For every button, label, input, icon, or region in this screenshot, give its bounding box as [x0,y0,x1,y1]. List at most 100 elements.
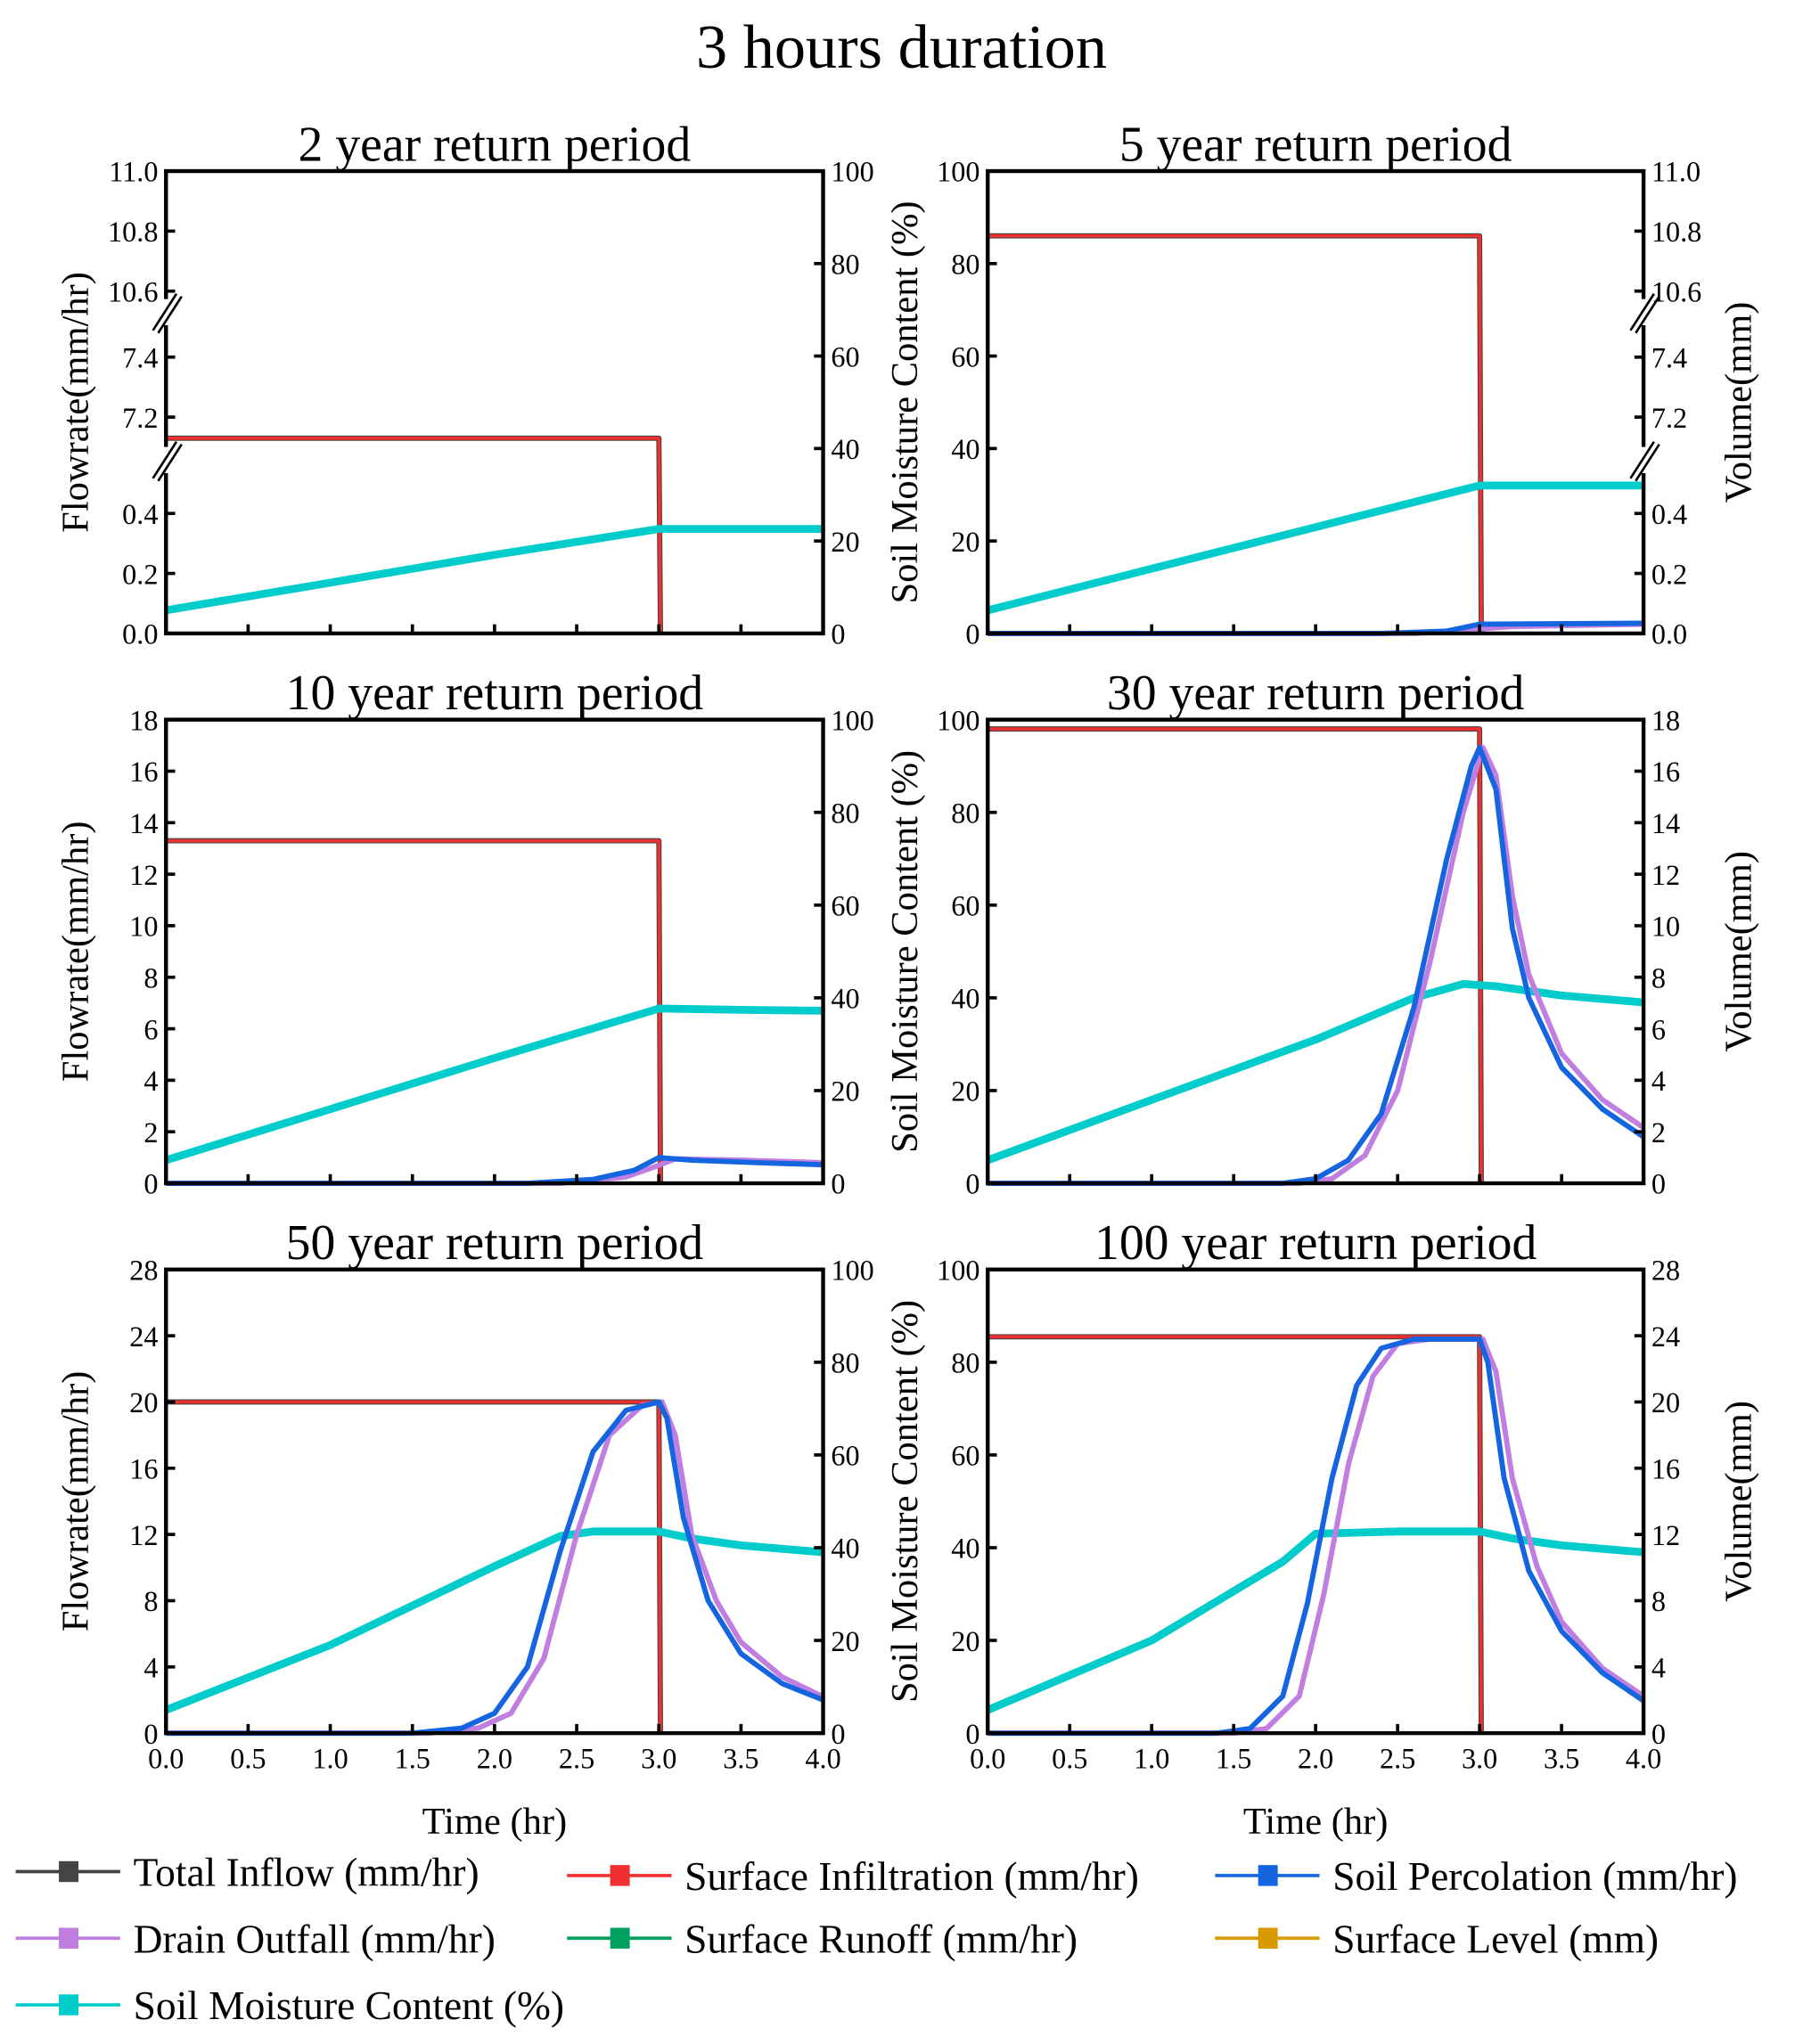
left-tick-label: 12 [129,859,158,891]
left-tick-label: 100 [937,704,979,736]
x-tick-label: 2.0 [477,1743,512,1775]
left-tick-label: 6 [143,1013,158,1045]
series-line-soil-percolation-mm-hr [988,1336,1645,1737]
right-tick-label: 20 [1651,1386,1680,1419]
legend-item: Soil Percolation (mm/hr) [1215,1854,1738,1899]
left-tick-label: 80 [951,249,979,281]
right-tick-label: 0 [831,1718,845,1750]
x-tick-label: 3.0 [641,1743,676,1775]
series-line-soil-moisture-content [986,979,1644,1165]
left-tick-label: 20 [951,526,979,558]
left-tick-label: 40 [951,1533,979,1565]
series-line-soil-moisture-content [164,1527,824,1714]
right-axis-label: Volume(mm) [1717,302,1759,503]
left-tick-label: 20 [951,1625,979,1657]
legend-square-icon [610,1865,630,1886]
x-axis-label: Time (hr) [1243,1801,1389,1843]
right-tick-label: 60 [831,340,859,372]
right-tick-label: 20 [831,1625,859,1657]
series-line-soil-moisture-content [987,481,1644,615]
axis-break-mark [157,443,183,482]
right-tick-label: 4 [1651,1652,1666,1684]
panel-title: 50 year return period [286,1215,704,1271]
left-tick-label: 4 [143,1065,158,1097]
right-tick-label: 10 [1651,911,1680,943]
legend-item: Surface Level (mm) [1215,1917,1659,1961]
left-tick-label: 10.8 [108,216,158,248]
legend-label: Soil Moisture Content (%) [134,1983,564,2028]
legend-label: Surface Runoff (mm/hr) [684,1917,1078,1961]
x-axis-label: Time (hr) [422,1801,568,1843]
panel-title: 10 year return period [286,666,704,721]
left-tick-label: 0.2 [122,558,158,590]
right-tick-label: 100 [831,156,873,188]
right-tick-label: 0 [1651,1168,1666,1200]
axis-break-mark [1635,443,1660,482]
left-axis-label: Flowrate(mm/hr) [54,1371,96,1632]
x-tick-label: 0.0 [148,1743,184,1775]
legend-label: Total Inflow (mm/hr) [134,1851,479,1895]
legend-label: Drain Outfall (mm/hr) [134,1917,496,1961]
right-tick-label: 16 [1651,1453,1680,1485]
left-tick-label: 100 [937,1254,979,1286]
left-tick-label: 80 [951,797,979,829]
legend-label: Soil Percolation (mm/hr) [1332,1854,1737,1899]
panel-5: 50 year return period 0 4 8 12 16 20 24 28 0 20 40 6… [54,1215,926,1843]
series-group [986,726,1645,1186]
left-tick-label: 20 [951,1075,979,1108]
right-tick-label: 0 [1651,1718,1666,1750]
right-tick-label: 10.6 [1651,275,1701,307]
right-tick-label: 6 [1651,1013,1666,1045]
right-axis-label: Soil Moisture Content (%) [884,750,926,1153]
series-group [165,435,824,635]
right-axis-label: Volume(mm) [1717,1401,1759,1602]
axis-break-mark [152,441,178,479]
left-tick-label: 60 [951,890,979,922]
left-tick-label: 60 [951,1440,979,1472]
left-tick-label: 8 [143,961,158,993]
x-tick-label: 2.0 [1298,1743,1333,1775]
left-tick-label: 20 [129,1386,158,1419]
right-tick-label: 0.0 [1651,618,1687,650]
legend-square-icon [59,1994,79,2015]
right-tick-label: 40 [831,1533,859,1565]
left-tick-label: 16 [129,756,158,788]
right-tick-label: 8 [1651,961,1666,993]
x-tick-label: 1.5 [1216,1743,1251,1775]
series-line-soil-percolation-mm-hr [166,1399,824,1737]
left-tick-label: 0.0 [122,618,158,650]
right-tick-label: 100 [831,1254,873,1286]
left-tick-label: 7.2 [122,402,158,434]
legend-label: Surface Level (mm) [1332,1917,1659,1961]
x-tick-label: 2.5 [1380,1743,1415,1775]
left-tick-label: 10 [129,911,158,943]
series-line-soil-moisture-content [986,1527,1644,1714]
legend-square-icon [1258,1865,1278,1886]
series-group [986,1334,1645,1737]
series-line-total-inflow-mm-hr [166,435,663,634]
series-line-total-inflow-mm-hr [988,726,1484,1184]
legend-item: Soil Moisture Content (%) [15,1983,564,2028]
right-tick-label: 80 [831,1347,859,1379]
series-line-surface-infiltration-mm-hr [988,233,1483,634]
panel-3: 10 year return period 0 2 4 6 8 10 12 14 16 18 0 20 4… [54,666,926,1200]
left-tick-label: 14 [129,807,158,839]
x-tick-label: 1.0 [312,1743,348,1775]
right-tick-label: 2 [1651,1116,1666,1149]
left-tick-label: 80 [951,1347,979,1379]
series-line-surface-infiltration-mm-hr [988,727,1483,1184]
x-tick-label: 3.0 [1462,1743,1497,1775]
x-tick-label: 0.5 [1052,1743,1087,1775]
legend-item: Total Inflow (mm/hr) [15,1851,479,1895]
left-tick-label: 8 [143,1585,158,1617]
series-group [987,233,1644,636]
series-line-surface-infiltration-mm-hr [166,436,662,634]
plot-frame [986,717,1646,1186]
left-tick-label: 0 [965,618,979,650]
right-axis-label: Soil Moisture Content (%) [884,200,926,603]
panel-title: 5 year return period [1119,117,1512,172]
right-tick-label: 60 [831,1440,859,1472]
right-tick-label: 12 [1651,1519,1680,1551]
right-tick-label: 60 [831,890,859,922]
